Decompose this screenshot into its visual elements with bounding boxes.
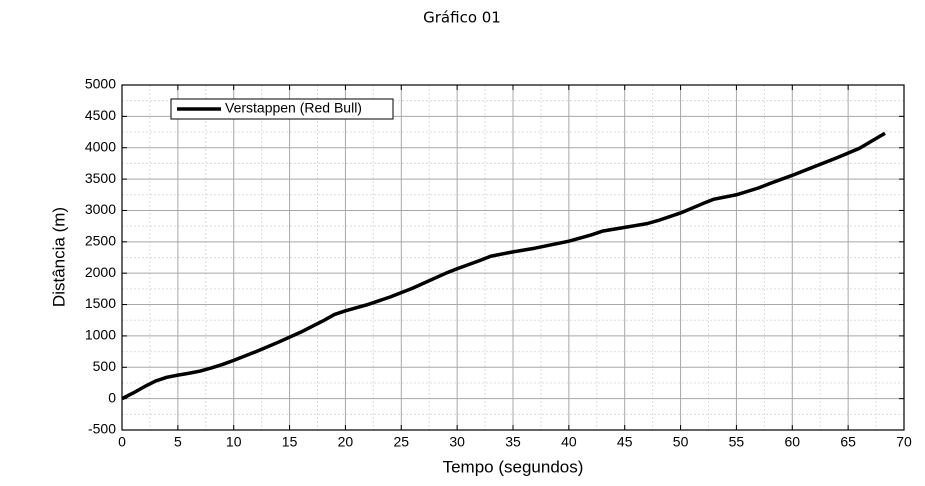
x-tick-label: 50 — [673, 434, 689, 450]
y-tick-label: 0 — [108, 389, 116, 405]
legend: Verstappen (Red Bull) — [170, 98, 394, 120]
x-tick-label: 20 — [338, 434, 354, 450]
x-tick-label: 10 — [226, 434, 242, 450]
y-tick-label: 4000 — [85, 138, 116, 154]
y-tick-label: 3000 — [85, 201, 116, 217]
y-tick-label: 4500 — [85, 107, 116, 123]
x-tick-label: 15 — [282, 434, 298, 450]
x-tick-label: 65 — [840, 434, 856, 450]
y-tick-label: 500 — [93, 358, 117, 374]
plot-frame — [121, 84, 905, 431]
y-tick-label: 2000 — [85, 264, 116, 280]
y-axis-title: Distância (m) — [49, 207, 68, 307]
y-tick-label: 3500 — [85, 170, 116, 186]
x-tick-label: 55 — [729, 434, 745, 450]
x-tick-label: 45 — [617, 434, 633, 450]
y-tick-label: 5000 — [85, 76, 116, 92]
x-tick-label: 70 — [896, 434, 912, 450]
x-tick-label: 25 — [393, 434, 409, 450]
x-tick-label: 0 — [118, 434, 126, 450]
x-tick-label: 5 — [174, 434, 182, 450]
y-tick-label: -500 — [88, 421, 116, 437]
x-tick-label: 30 — [449, 434, 465, 450]
x-tick-label: 40 — [561, 434, 577, 450]
x-tick-label: 60 — [784, 434, 800, 450]
y-tick-label: 1000 — [85, 327, 116, 343]
x-tick-label: 35 — [505, 434, 521, 450]
chart-title: Gráfico 01 — [423, 9, 501, 27]
y-tick-label: 1500 — [85, 295, 116, 311]
legend-label: Verstappen (Red Bull) — [225, 100, 362, 116]
legend-box — [170, 98, 394, 120]
y-tick-label: 2500 — [85, 233, 116, 249]
data-line — [121, 131, 886, 401]
x-axis-title: Tempo (segundos) — [443, 457, 584, 476]
